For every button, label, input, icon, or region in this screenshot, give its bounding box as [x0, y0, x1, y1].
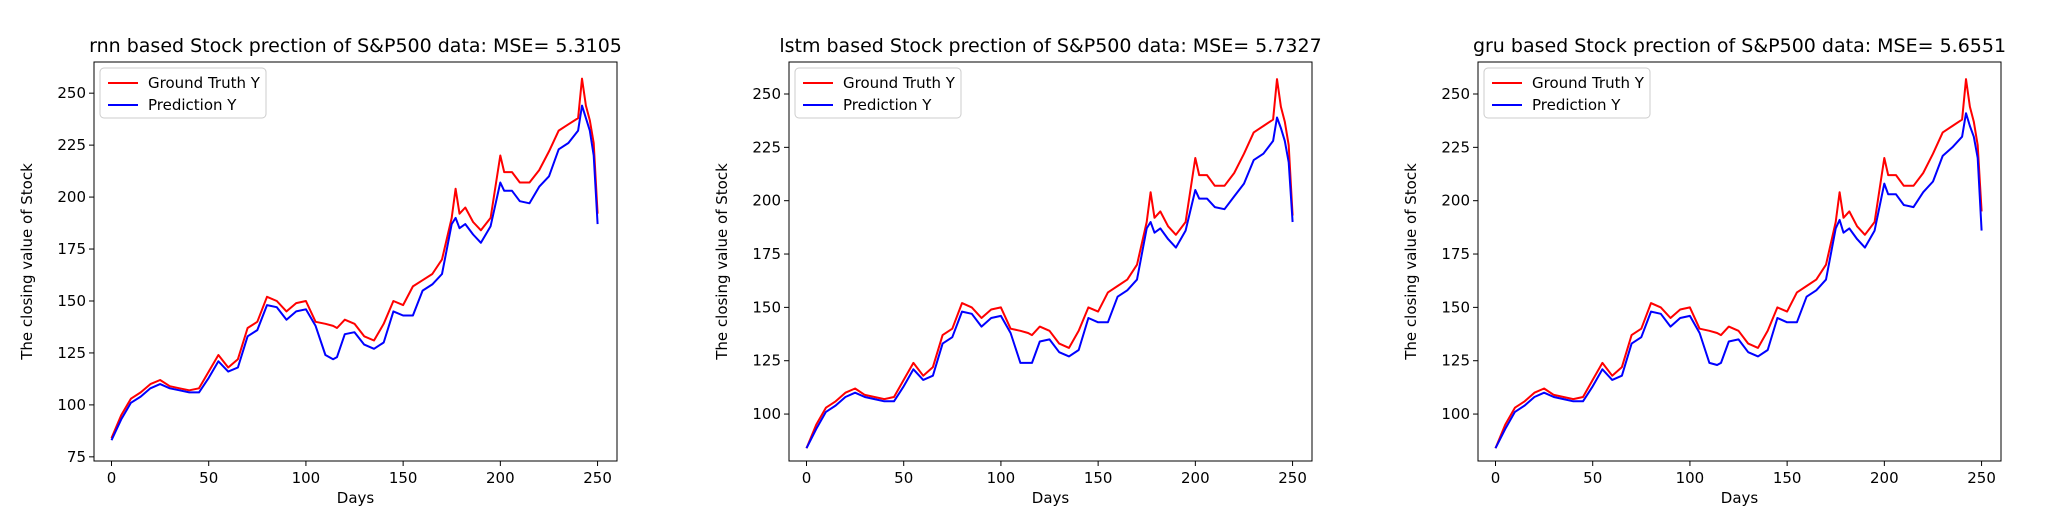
- x-tick-label: 150: [1773, 469, 1802, 487]
- y-tick-label: 175: [752, 245, 781, 263]
- chart-panel-1: rnn based Stock prection of S&P500 data:…: [18, 35, 622, 507]
- y-tick-label: 200: [1441, 192, 1470, 210]
- x-axis-label: Days: [1721, 489, 1759, 507]
- legend-label: Ground Truth Y: [1532, 74, 1645, 92]
- series-line-prediction: [110, 104, 599, 441]
- y-tick-label: 250: [57, 84, 86, 102]
- y-tick-label: 100: [752, 405, 781, 423]
- x-tick-label: 50: [894, 469, 913, 487]
- series-lines: [805, 78, 1294, 449]
- y-tick-label: 225: [752, 138, 781, 156]
- x-tick-label: 50: [1583, 469, 1602, 487]
- y-tick-label: 200: [57, 188, 86, 206]
- y-tick-label: 175: [1441, 245, 1470, 263]
- y-tick-label: 100: [1441, 405, 1470, 423]
- x-tick-label: 0: [802, 469, 812, 487]
- chart-title: rnn based Stock prection of S&P500 data:…: [89, 35, 622, 57]
- legend: Ground Truth Y Prediction Y: [794, 67, 962, 119]
- y-tick-label: 250: [1441, 85, 1470, 103]
- series-lines: [110, 77, 599, 441]
- x-tick-label: 250: [583, 469, 612, 487]
- y-tick-label: 225: [57, 136, 86, 154]
- chart-panel-3: gru based Stock prection of S&P500 data:…: [1402, 35, 2006, 507]
- y-tick-label: 150: [752, 298, 781, 316]
- legend-label: Ground Truth Y: [843, 74, 956, 92]
- y-tick-label: 125: [57, 344, 86, 362]
- x-tick-label: 50: [199, 469, 218, 487]
- legend-label: Prediction Y: [843, 96, 932, 114]
- axes-frame: [1477, 61, 2002, 462]
- x-axis-label: Days: [337, 489, 375, 507]
- series-lines: [1494, 78, 1983, 449]
- x-tick-label: 150: [389, 469, 418, 487]
- legend-label: Prediction Y: [148, 96, 237, 114]
- series-line-prediction: [1494, 112, 1983, 449]
- y-tick-label: 150: [1441, 298, 1470, 316]
- legend-label: Ground Truth Y: [148, 74, 261, 92]
- x-tick-label: 100: [987, 469, 1016, 487]
- legend-label: Prediction Y: [1532, 96, 1621, 114]
- y-tick-label: 150: [57, 292, 86, 310]
- legend: Ground Truth Y Prediction Y: [1483, 67, 1651, 119]
- y-axis-label: The closing value of Stock: [1402, 163, 1420, 361]
- y-tick-label: 250: [752, 85, 781, 103]
- series-line-prediction: [805, 116, 1294, 449]
- x-tick-label: 200: [1181, 469, 1210, 487]
- x-tick-label: 100: [1676, 469, 1705, 487]
- x-tick-label: 100: [292, 469, 321, 487]
- chart-title: gru based Stock prection of S&P500 data:…: [1473, 35, 2006, 57]
- series-line-ground-truth: [110, 77, 599, 439]
- y-tick-label: 100: [57, 396, 86, 414]
- series-line-ground-truth: [1494, 78, 1983, 449]
- x-tick-label: 200: [486, 469, 515, 487]
- legend: Ground Truth Y Prediction Y: [99, 67, 267, 119]
- legend-frame: [794, 67, 962, 119]
- x-tick-label: 0: [107, 469, 117, 487]
- y-axis-label: The closing value of Stock: [713, 163, 731, 361]
- chart-panel-2: lstm based Stock prection of S&P500 data…: [713, 35, 1322, 507]
- y-tick-label: 125: [1441, 352, 1470, 370]
- axes-frame: [93, 61, 618, 462]
- y-tick-label: 200: [752, 192, 781, 210]
- x-tick-label: 250: [1278, 469, 1307, 487]
- series-line-ground-truth: [805, 78, 1294, 449]
- y-tick-label: 175: [57, 240, 86, 258]
- axes-frame: [788, 61, 1313, 462]
- x-tick-label: 250: [1967, 469, 1996, 487]
- x-tick-label: 150: [1084, 469, 1113, 487]
- y-tick-label: 125: [752, 352, 781, 370]
- y-tick-label: 75: [67, 448, 86, 466]
- legend-frame: [99, 67, 267, 119]
- x-tick-label: 0: [1491, 469, 1501, 487]
- y-tick-label: 225: [1441, 138, 1470, 156]
- legend-frame: [1483, 67, 1651, 119]
- x-tick-label: 200: [1870, 469, 1899, 487]
- x-axis-label: Days: [1032, 489, 1070, 507]
- chart-title: lstm based Stock prection of S&P500 data…: [779, 35, 1321, 57]
- y-axis-label: The closing value of Stock: [18, 163, 36, 361]
